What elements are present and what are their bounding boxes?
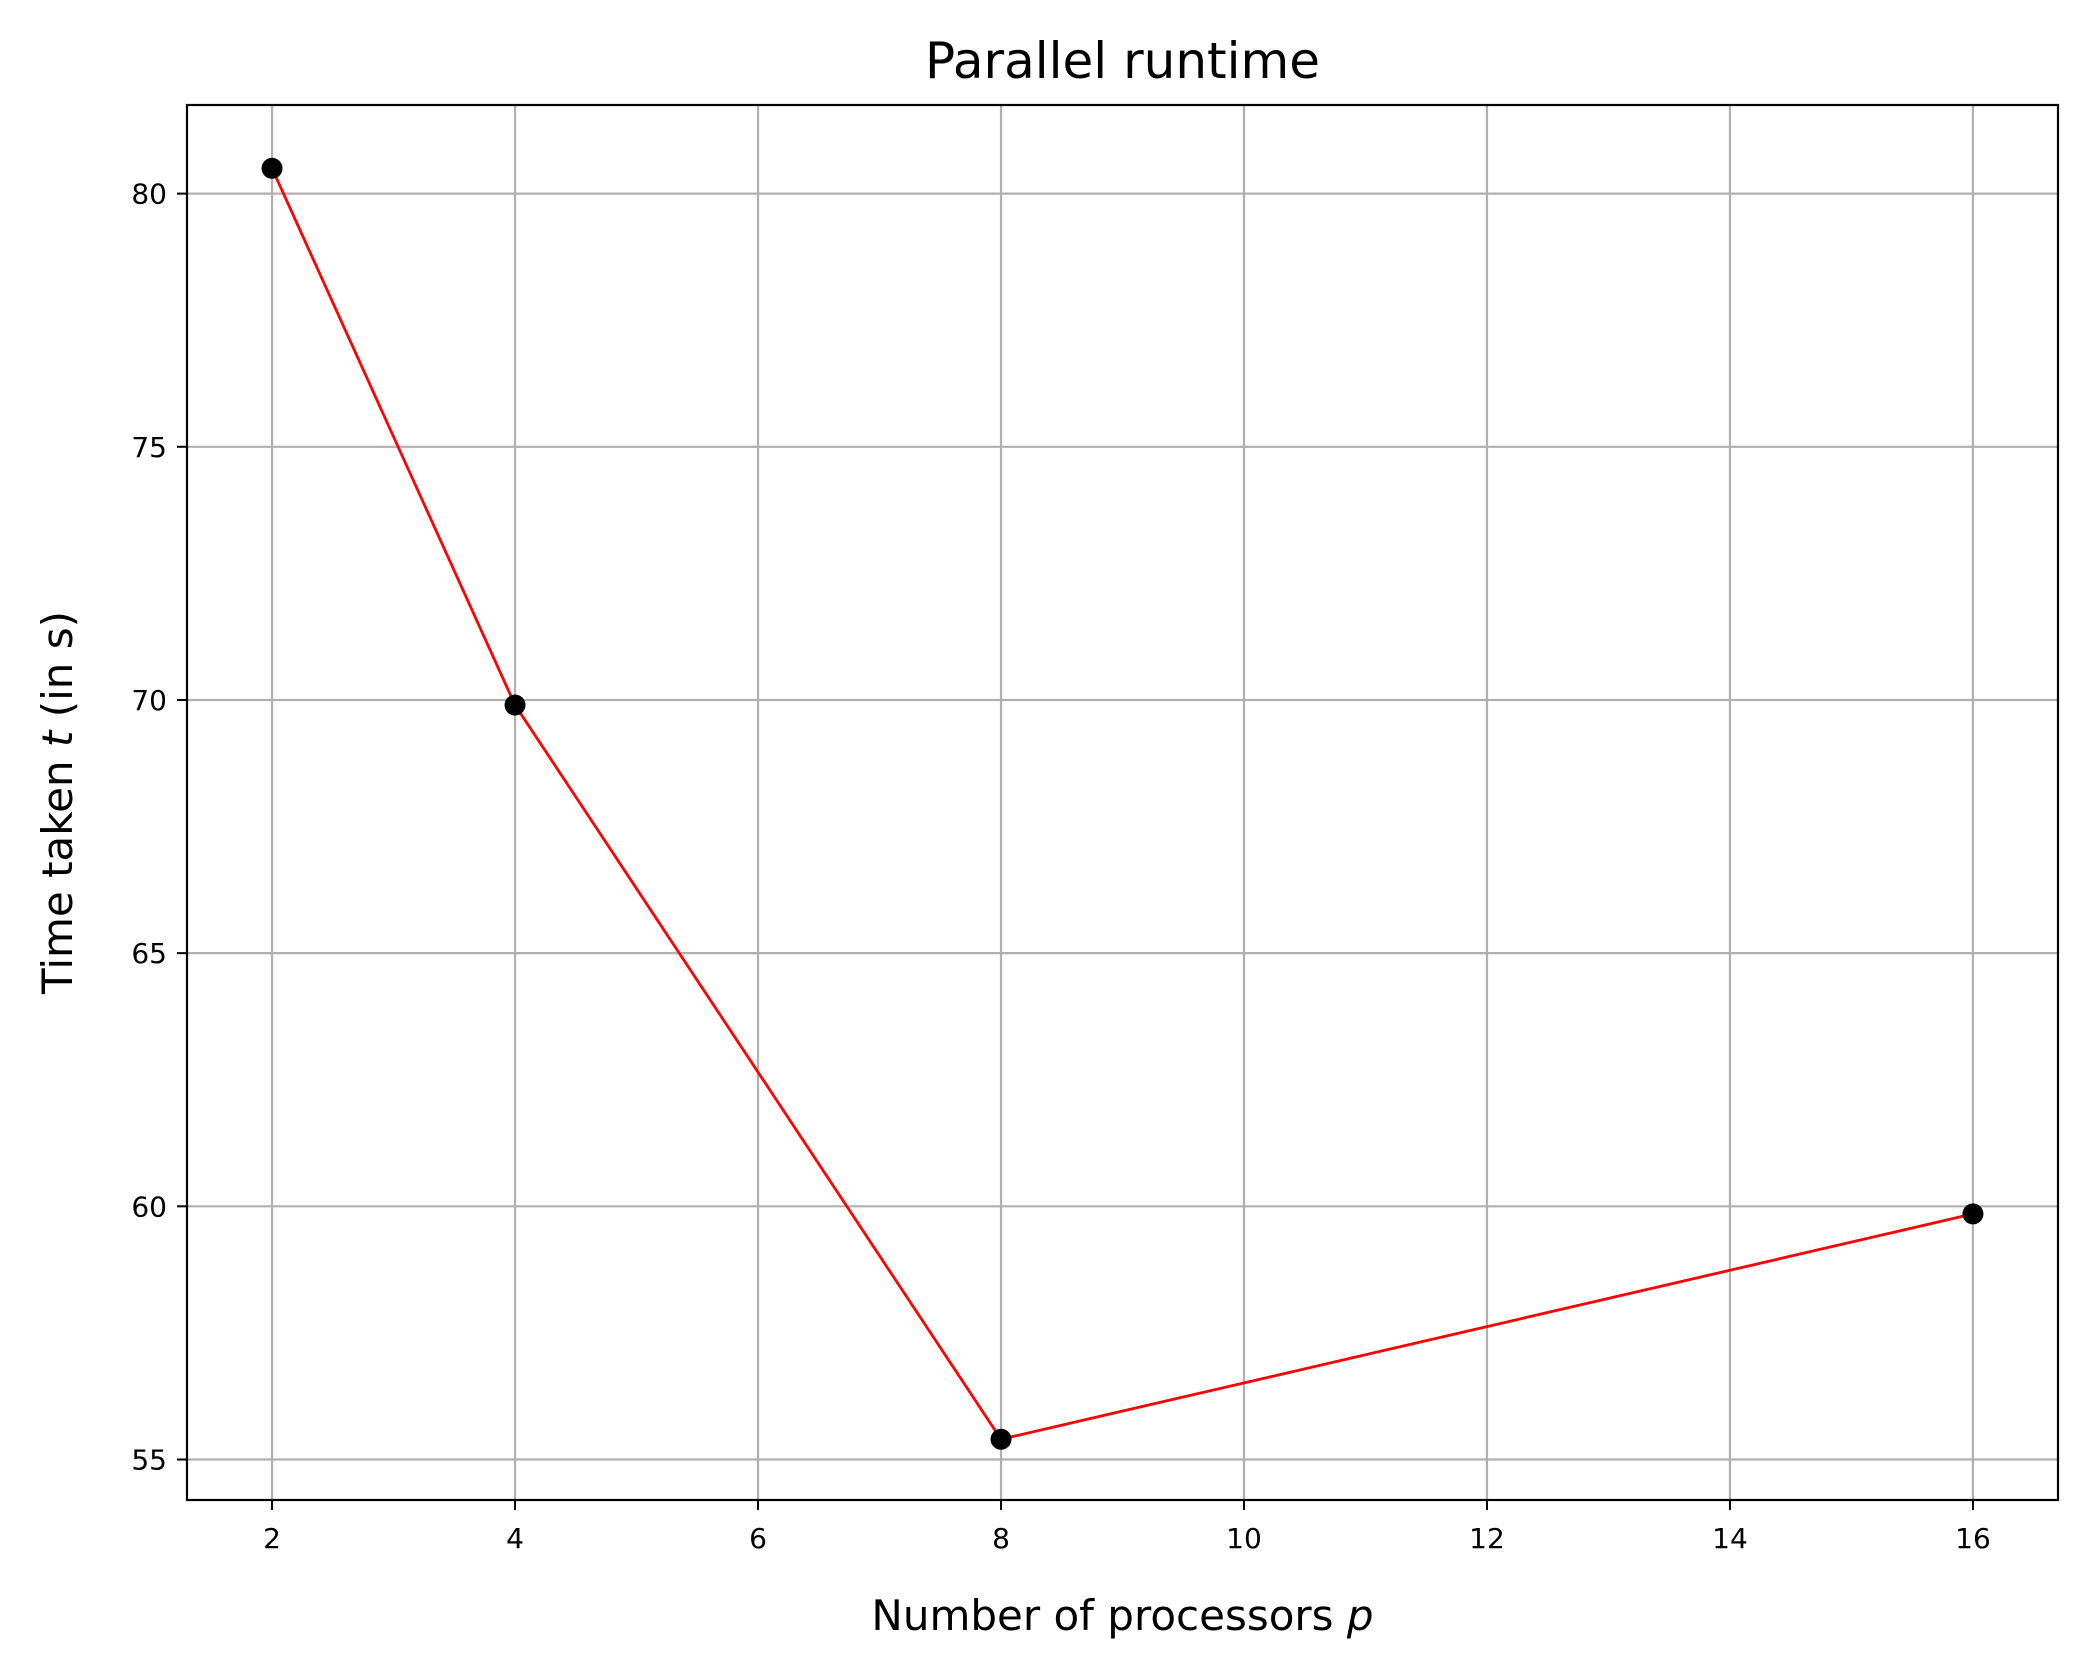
x-tick-label: 16 (1955, 1522, 1991, 1555)
x-tick-label: 10 (1226, 1522, 1262, 1555)
y-axis-variable: t (33, 729, 82, 747)
grid-lines (187, 105, 2058, 1500)
series-line (270, 167, 1974, 1441)
chart-title: Parallel runtime (925, 32, 1320, 90)
x-tick-label: 4 (506, 1522, 524, 1555)
axis-ticks: 2 4 6 8 10 12 14 16 55 60 65 70 75 80 (131, 178, 1990, 1555)
x-axis-label-text: Number of processors (871, 1591, 1347, 1640)
y-tick-label: 75 (131, 431, 167, 464)
x-axis-label: Number of processors p (871, 1591, 1373, 1640)
x-axis-variable: p (1346, 1591, 1374, 1640)
data-point (261, 157, 283, 179)
x-tick-label: 6 (749, 1522, 767, 1555)
data-series (261, 157, 1984, 1450)
x-tick-label: 8 (992, 1522, 1010, 1555)
y-tick-label: 55 (131, 1443, 167, 1476)
y-tick-label: 60 (131, 1190, 167, 1223)
y-axis-label-suffix: (in s) (33, 611, 82, 731)
y-axis-label: Time taken t (in s) (33, 611, 82, 995)
data-point (504, 694, 526, 716)
x-tick-label: 14 (1712, 1522, 1748, 1555)
data-point (1962, 1203, 1984, 1225)
x-tick-label: 12 (1469, 1522, 1505, 1555)
y-axis-label-text: Time taken (33, 747, 82, 995)
y-tick-label: 70 (131, 684, 167, 717)
x-tick-label: 2 (263, 1522, 281, 1555)
plot-area-frame (185, 103, 2060, 1502)
y-tick-label: 65 (131, 937, 167, 970)
y-tick-label: 80 (131, 178, 167, 211)
data-point (990, 1428, 1012, 1450)
